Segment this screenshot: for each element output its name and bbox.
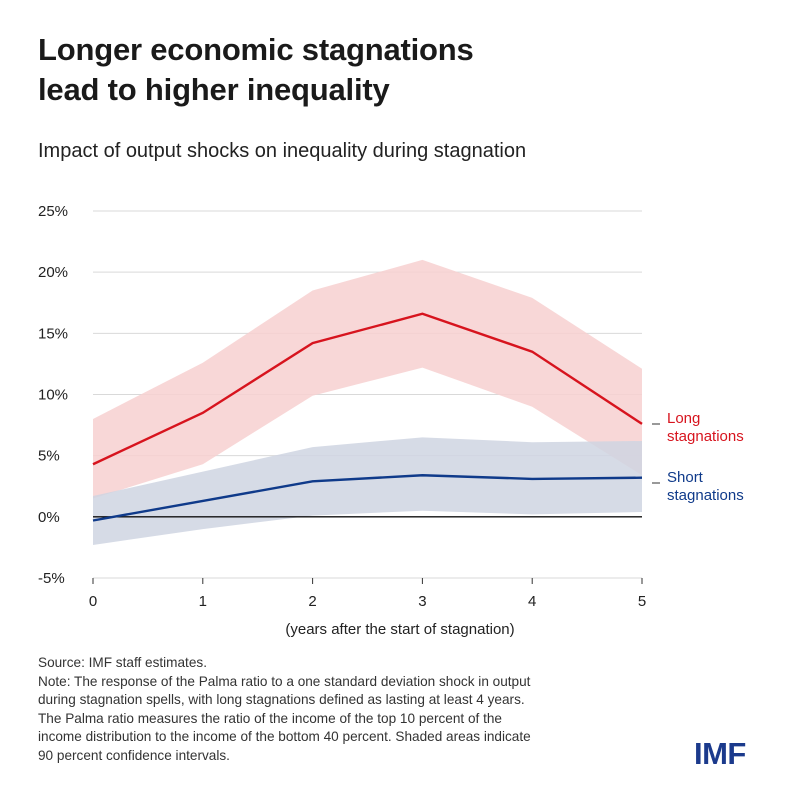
series-label: stagnations [667, 428, 744, 445]
y-tick-label: 10% [38, 387, 68, 404]
chart-headline: Longer economic stagnations lead to high… [38, 30, 474, 110]
y-tick-label: -5% [38, 570, 65, 587]
y-tick-label: 5% [38, 448, 60, 465]
y-tick-label: 20% [38, 264, 68, 281]
confidence-band [93, 259, 642, 499]
x-tick-label: 2 [308, 593, 316, 610]
series-label: Short [667, 469, 704, 486]
series-label: Long [667, 410, 700, 427]
confidence-bands [93, 259, 642, 545]
x-tick-label: 1 [199, 593, 207, 610]
footnote: Source: IMF staff estimates. Note: The r… [38, 654, 678, 765]
x-tick-label: 4 [528, 593, 536, 610]
note-line-3: The Palma ratio measures the ratio of th… [38, 710, 502, 726]
note-line-5: 90 percent confidence intervals. [38, 747, 230, 763]
note-line-4: income distribution to the income of the… [38, 729, 531, 744]
note-line-1: Note: The response of the Palma ratio to… [38, 673, 531, 689]
x-axis-ticks: 0 1 2 3 4 5 [89, 578, 646, 610]
series-line [92, 312, 643, 466]
x-tick-label: 0 [89, 593, 97, 610]
chart-title: Impact of output shocks on inequality du… [38, 140, 527, 162]
imf-logo: IMF [694, 736, 746, 771]
x-axis-label: (years after the start of stagnation) [285, 621, 514, 638]
x-tick-label: 5 [638, 593, 646, 610]
x-tick-label: 3 [418, 593, 426, 610]
source-note: Source: IMF staff estimates. [38, 655, 207, 670]
confidence-band [93, 437, 642, 545]
y-tick-label: 0% [38, 509, 60, 526]
y-axis-tick-labels: -5% 0% 5% 10% 15% 20% 25% [38, 203, 68, 587]
note-line-2: during stagnation spells, with long stag… [38, 692, 525, 707]
headline-line-2: lead to higher inequality [38, 72, 390, 107]
series-lines [92, 312, 643, 522]
headline-line-1: Longer economic stagnations [38, 32, 474, 67]
series-line [92, 474, 643, 522]
series-label: stagnations [667, 487, 744, 504]
y-tick-label: 15% [38, 325, 68, 342]
y-tick-label: 25% [38, 203, 68, 220]
